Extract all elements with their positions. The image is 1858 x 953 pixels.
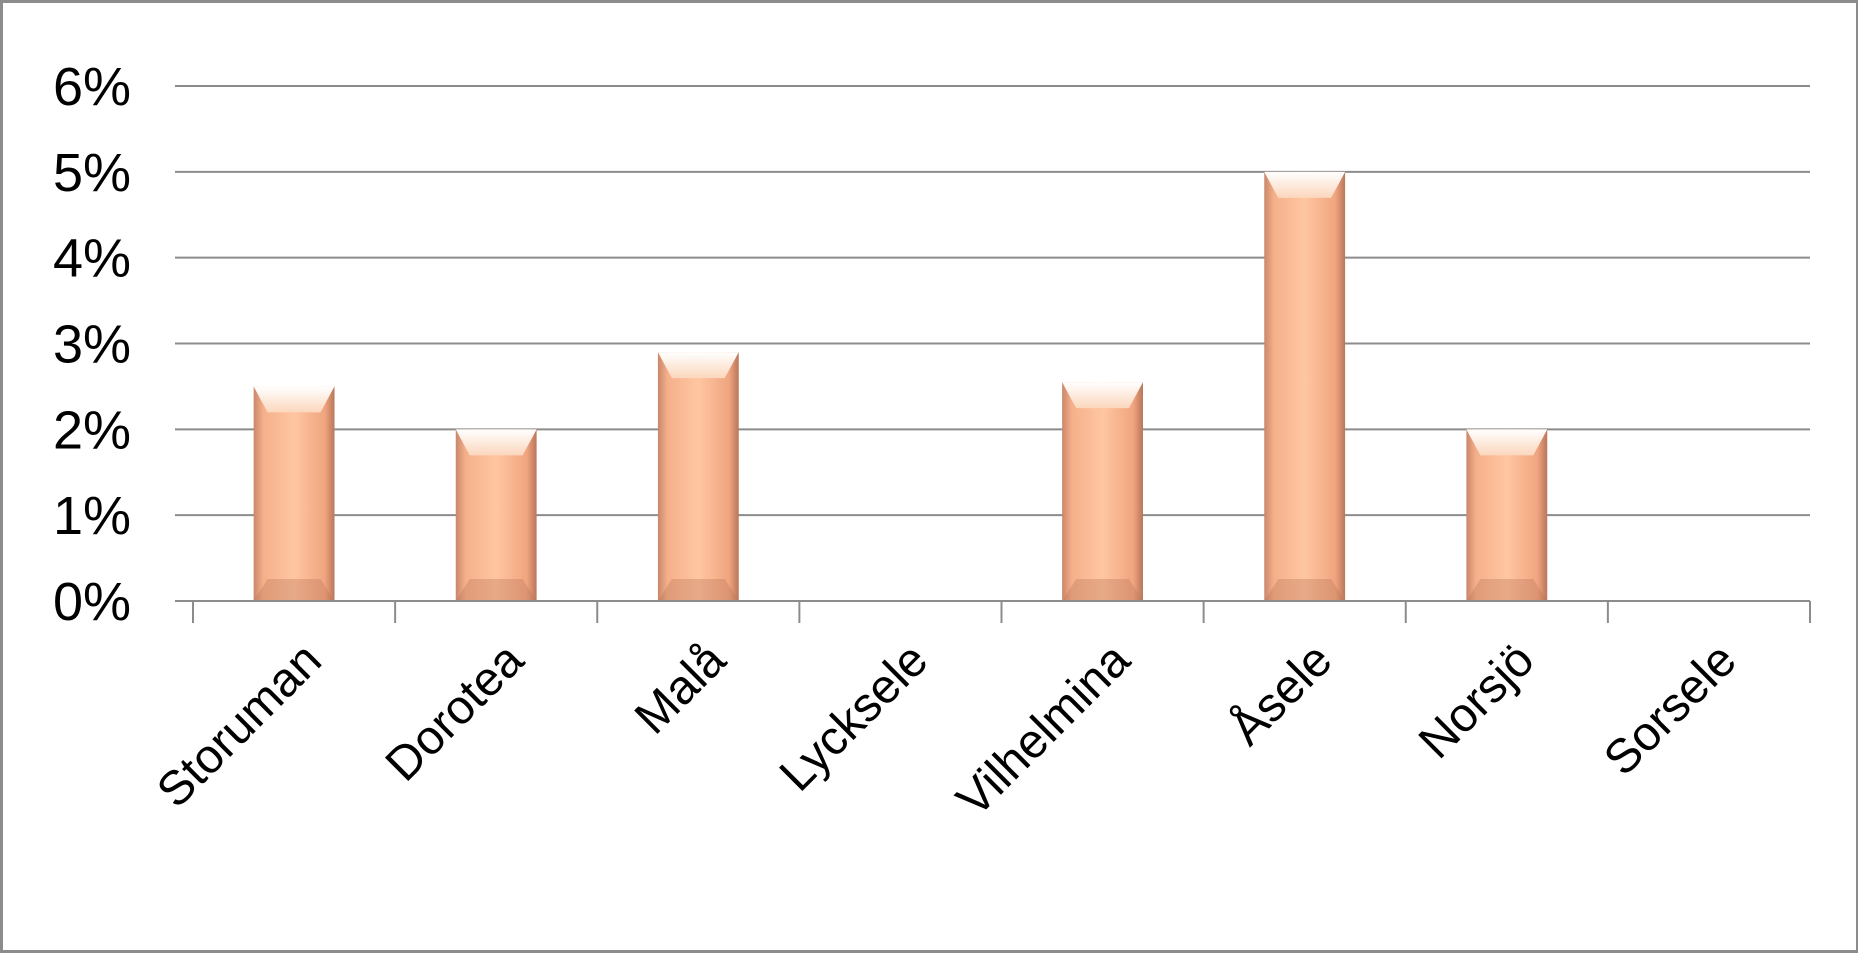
bar	[253, 386, 335, 601]
bar-body	[657, 352, 739, 601]
bar-shadow	[1466, 579, 1548, 601]
y-tick-label: 5%	[53, 143, 131, 203]
y-tick-label: 4%	[53, 229, 131, 289]
bar-body	[455, 429, 537, 601]
x-category-label: Vilhelmina	[947, 633, 1141, 827]
bar-highlight	[1062, 382, 1143, 409]
bar-shadow	[253, 579, 335, 601]
bar-highlight	[253, 386, 335, 413]
bar-shadow	[657, 579, 739, 601]
bars	[253, 171, 1548, 602]
y-tick-label: 0%	[53, 572, 131, 632]
bar	[1062, 382, 1143, 601]
bar-body	[253, 386, 335, 601]
y-axis-tick-labels: 0% 1% 2% 3% 4% 5% 6%	[53, 57, 131, 632]
bar-highlight	[1466, 429, 1548, 456]
y-tick-label: 1%	[53, 486, 131, 546]
y-tick-label: 3%	[53, 315, 131, 375]
x-category-label: Malå	[625, 633, 736, 744]
bar-chart: 0% 1% 2% 3% 4% 5% 6% Storuman Dorotea Malå Lyckse…	[53, 57, 1811, 827]
bar	[1466, 429, 1548, 601]
gridlines	[175, 85, 1810, 517]
x-category-label: Åsele	[1220, 633, 1342, 755]
bar-body	[1466, 429, 1548, 601]
axes	[175, 600, 1811, 623]
y-tick-label: 2%	[53, 400, 131, 460]
y-tick-label: 6%	[53, 57, 131, 117]
bar-shadow	[455, 579, 537, 601]
x-category-label: Sorsele	[1594, 633, 1747, 786]
bar-shadow	[1264, 579, 1346, 601]
bar-highlight	[657, 352, 739, 379]
bar	[657, 352, 739, 601]
bar-body	[1264, 171, 1346, 602]
x-axis-category-labels: Storuman Dorotea Malå Lycksele Vilhelmina Åse…	[147, 633, 1747, 827]
bar-highlight	[455, 429, 537, 456]
bar-body	[1062, 382, 1143, 601]
x-category-label: Lycksele	[770, 633, 938, 801]
bar	[455, 429, 537, 601]
bar-shadow	[1062, 579, 1143, 601]
bar	[1264, 171, 1346, 602]
x-category-label: Dorotea	[376, 633, 534, 791]
x-category-label: Storuman	[147, 633, 332, 818]
x-category-label: Norsjö	[1409, 633, 1545, 769]
bar-highlight	[1264, 171, 1346, 198]
